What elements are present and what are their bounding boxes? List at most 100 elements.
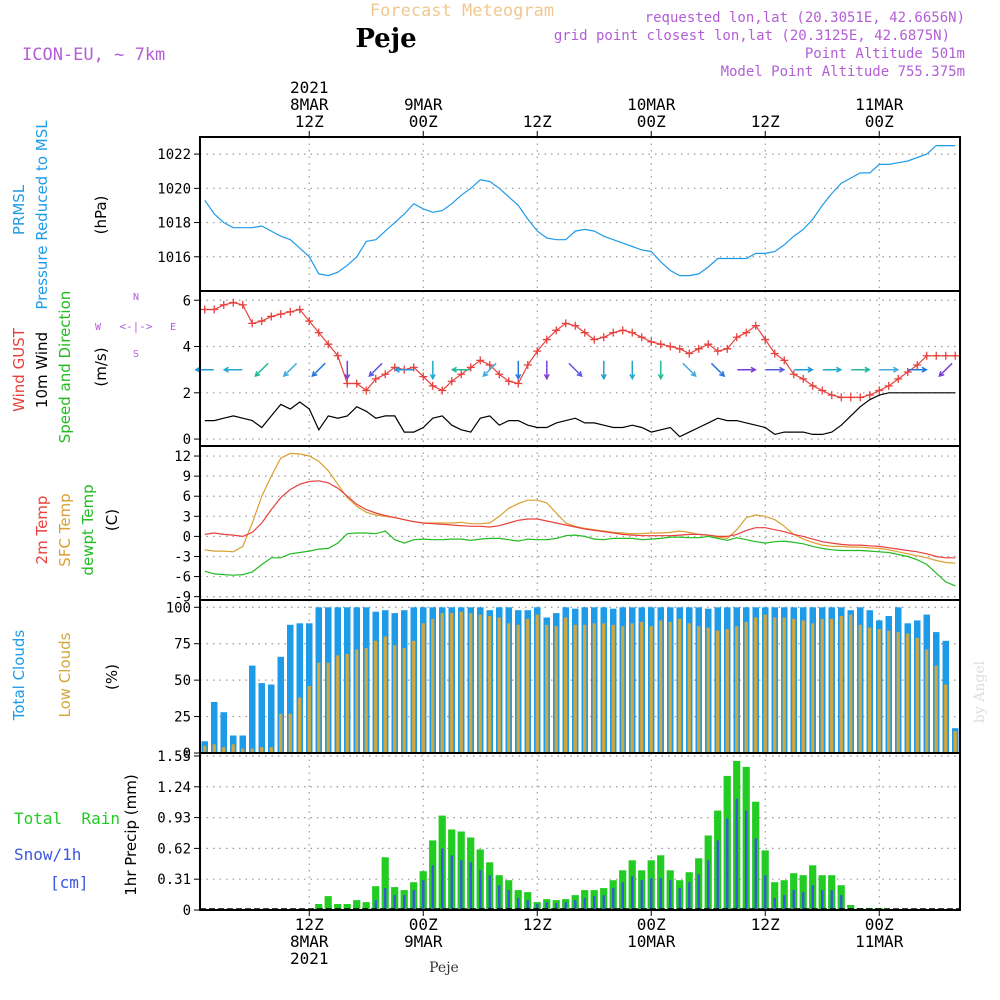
temp-ytick-label: 3 — [183, 509, 191, 525]
low-clouds-bar — [953, 731, 957, 753]
low-clouds-bar — [364, 648, 368, 753]
wind-direction-arrow — [515, 360, 522, 381]
wind-gust-point — [618, 326, 627, 335]
wind-frame — [199, 290, 961, 447]
snow-bar — [612, 888, 615, 910]
low-clouds-bar — [697, 626, 701, 753]
snow-bar — [498, 885, 501, 910]
wind-gust-point — [295, 305, 304, 314]
compass-w: W — [95, 322, 102, 333]
low-clouds-bar — [602, 623, 606, 753]
low-clouds-bar — [345, 653, 349, 753]
bottom-time-label: 10MAR — [627, 932, 676, 951]
wind-gust-point — [932, 351, 941, 360]
low-clouds-bar — [459, 611, 463, 753]
snow-bar — [574, 900, 577, 910]
total-clouds-bar — [230, 735, 237, 753]
wind-gust-point — [428, 381, 437, 390]
snow-bar — [431, 865, 434, 910]
wind-direction-arrow — [657, 360, 664, 381]
wind-gust-point — [561, 319, 570, 328]
bottom-time-label: 00Z — [409, 915, 438, 934]
temp-2m-line — [204, 480, 956, 559]
bottom-time-label: 12Z — [523, 915, 552, 934]
low-clouds-bar — [735, 626, 739, 753]
wind-direction-arrow — [710, 362, 726, 378]
wind-gust-point — [628, 328, 637, 337]
wind-speed-line — [204, 392, 956, 438]
pressure-ytick-label: 1020 — [157, 181, 191, 197]
wind-direction-arrow — [429, 360, 436, 381]
snow-bar — [555, 903, 558, 910]
compass-n: N — [133, 292, 139, 303]
wind-direction-arrow — [938, 362, 953, 378]
low-clouds-bar — [668, 621, 672, 753]
wind-direction-arrow — [450, 366, 471, 373]
wind-gust-point — [704, 340, 713, 349]
precip-label-rain: Total Rain — [14, 809, 120, 828]
snow-bar — [621, 882, 624, 910]
wind-direction-arrow — [879, 366, 900, 373]
low-clouds-bar — [564, 617, 568, 753]
low-clouds-bar — [326, 662, 330, 753]
top-time-label: 12Z — [523, 112, 552, 131]
low-clouds-bar — [374, 640, 378, 753]
total-clouds-bar — [249, 665, 256, 753]
credit-text: by Angel — [972, 660, 988, 723]
wind-gust-point — [248, 319, 257, 328]
top-time-label: 11MAR — [855, 95, 904, 114]
low-clouds-bar — [896, 632, 900, 753]
temp-label-sfc: SFC Temp — [56, 493, 74, 566]
wind-ytick-label: 6 — [183, 293, 191, 309]
clouds-ytick-label: 0 — [183, 746, 191, 762]
low-clouds-bar — [402, 648, 406, 753]
top-time-label: 00Z — [637, 112, 666, 131]
clouds-unit: (%) — [103, 664, 121, 690]
wind-gust-point — [457, 370, 466, 379]
wind-gust-point — [552, 326, 561, 335]
snow-bar — [802, 892, 805, 910]
wind-gust-point — [865, 391, 874, 400]
wind-gust-point — [485, 361, 494, 370]
low-clouds-bar — [288, 713, 292, 753]
low-clouds-bar — [754, 617, 758, 753]
wind-gust-point — [903, 367, 912, 376]
station-name: Peje — [355, 24, 416, 54]
low-clouds-bar — [621, 626, 625, 753]
wind-gust-point — [219, 300, 228, 309]
low-clouds-bar — [849, 614, 853, 753]
wind-direction-arrow — [737, 366, 757, 373]
snow-bar — [602, 895, 605, 910]
snow-bar — [640, 880, 643, 910]
temp-ytick-label: -9 — [174, 590, 191, 606]
wind-gust-point — [951, 351, 960, 360]
wind-gust-point — [409, 363, 418, 372]
low-clouds-bar — [725, 629, 729, 753]
top-time-label: 12Z — [751, 112, 780, 131]
compass-s: S — [133, 349, 139, 360]
clouds-ytick-label: 100 — [166, 600, 191, 616]
pressure-ytick-label: 1018 — [157, 216, 191, 232]
low-clouds-bar — [915, 637, 919, 753]
low-clouds-bar — [478, 614, 482, 753]
bottom-time-label: 12Z — [751, 915, 780, 934]
clouds-label-low: Low Clouds — [56, 632, 74, 717]
low-clouds-bar — [526, 618, 530, 753]
wind-gust-point — [742, 328, 751, 337]
snow-bar — [659, 878, 662, 910]
wind-gust-point — [580, 328, 589, 337]
rain-bar — [381, 857, 389, 910]
sfc-temp-line — [204, 452, 956, 564]
top-time-label: 9MAR — [404, 95, 443, 114]
low-clouds-bar — [393, 645, 397, 753]
low-clouds-bar — [801, 620, 805, 753]
low-clouds-bar — [421, 623, 425, 753]
low-clouds-bar — [383, 636, 387, 753]
wind-gust-point — [571, 321, 580, 330]
wind-gust-point — [675, 344, 684, 353]
low-clouds-bar — [516, 624, 520, 753]
pressure-unit: (hPa) — [92, 196, 110, 235]
low-clouds-bar — [231, 744, 235, 753]
low-clouds-bar — [222, 747, 226, 753]
